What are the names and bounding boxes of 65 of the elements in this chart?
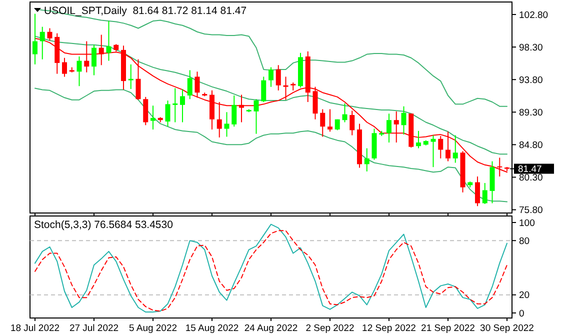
candlestick xyxy=(283,76,288,100)
candlestick xyxy=(232,94,237,128)
candlestick xyxy=(328,108,332,132)
candlestick xyxy=(62,57,67,78)
candlestick xyxy=(261,76,266,103)
candlestick xyxy=(165,100,170,128)
candlestick xyxy=(239,94,244,123)
candlestick xyxy=(276,64,281,91)
candlestick xyxy=(416,130,421,149)
x-tick-label: 2 Sep 2022 xyxy=(306,323,354,334)
x-tick-label: 30 Sep 2022 xyxy=(480,323,534,334)
candlestick xyxy=(394,110,399,143)
candlestick xyxy=(482,182,488,204)
candlestick xyxy=(76,56,82,87)
x-tick-label: 5 Aug 2022 xyxy=(128,323,178,334)
candlestick xyxy=(438,135,444,159)
candlestick xyxy=(320,108,326,138)
y-tick-label: 80.30 xyxy=(519,172,543,184)
candlestick xyxy=(40,26,45,60)
candlestick xyxy=(350,110,355,136)
x-tick-label: 27 Jul 2022 xyxy=(69,323,119,334)
y-tick-label: 20 xyxy=(519,290,530,302)
candlestick xyxy=(401,106,406,136)
candlestick xyxy=(106,20,112,62)
candlestick xyxy=(84,40,90,73)
y-tick-label: 80 xyxy=(519,236,530,247)
candlestick xyxy=(92,44,96,76)
y-tick-label: 75.80 xyxy=(519,205,543,216)
x-tick-label: 24 Aug 2022 xyxy=(244,323,298,334)
chart-title: Stoch(5,3,3) 76.5684 53.4530 xyxy=(34,219,174,231)
y-tick-label: 89.30 xyxy=(519,107,543,118)
candlestick xyxy=(254,98,259,134)
candlestick xyxy=(475,176,480,207)
candlestick xyxy=(150,105,156,130)
y-tick-label: 84.80 xyxy=(519,140,543,151)
y-tick-label: 102.80 xyxy=(519,10,548,21)
candlestick xyxy=(187,70,192,100)
candlestick xyxy=(172,88,178,123)
candlestick xyxy=(136,58,141,100)
candlestick xyxy=(386,113,392,143)
candlestick xyxy=(312,86,318,120)
candlestick xyxy=(490,160,495,204)
y-tick-label: 98.30 xyxy=(519,42,543,54)
x-tick-label: 15 Aug 2022 xyxy=(185,323,239,334)
candlestick xyxy=(364,148,370,172)
x-tick-label: 18 Jul 2022 xyxy=(10,323,60,334)
candlestick xyxy=(128,64,134,90)
candlestick xyxy=(32,13,38,65)
annotation: 81.47 xyxy=(518,164,542,176)
candlestick xyxy=(452,134,458,164)
y-tick-label: 100 xyxy=(519,218,535,229)
candlestick xyxy=(224,112,230,138)
candlestick xyxy=(446,131,450,162)
x-tick-label: 21 Sep 2022 xyxy=(421,323,475,334)
chart-title: USOIL_SPT,Daily 81.64 81.72 81.14 81.47 xyxy=(44,5,247,17)
candlestick xyxy=(342,102,348,123)
candlestick xyxy=(216,102,222,138)
x-tick-label: 12 Sep 2022 xyxy=(362,323,416,334)
candlestick xyxy=(180,88,185,123)
candlestick xyxy=(194,71,200,98)
candlestick xyxy=(143,96,148,126)
candlestick xyxy=(268,66,274,88)
y-tick-label: 93.80 xyxy=(519,74,543,86)
y-tick-label: 0 xyxy=(519,308,524,320)
candlestick xyxy=(430,134,436,168)
